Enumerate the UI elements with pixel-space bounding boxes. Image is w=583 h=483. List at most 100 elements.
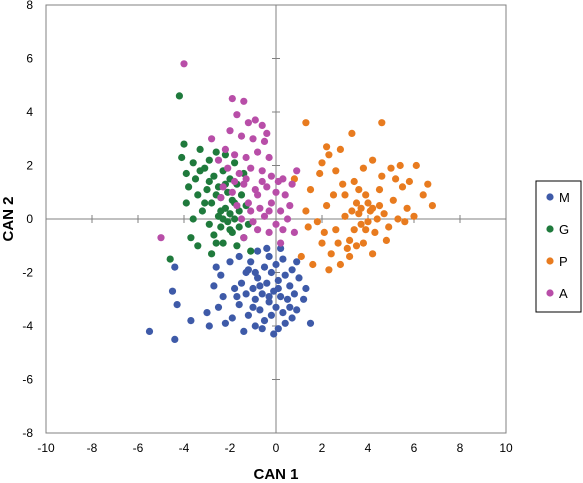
- data-point: [267, 268, 275, 277]
- legend-label: M: [559, 190, 570, 205]
- data-point: [196, 167, 204, 175]
- data-point: [219, 215, 227, 223]
- data-point: [277, 244, 285, 252]
- legend-label: G: [559, 222, 569, 237]
- data-point: [277, 239, 285, 247]
- data-point: [254, 247, 262, 255]
- series-g: [166, 92, 255, 263]
- legend-marker: [546, 225, 554, 233]
- legend-marker: [546, 193, 554, 201]
- data-point: [168, 287, 177, 295]
- data-point: [295, 274, 303, 282]
- data-point: [302, 119, 310, 127]
- data-point: [254, 226, 262, 234]
- data-point: [194, 242, 202, 250]
- legend-label: A: [559, 286, 568, 301]
- data-point: [265, 153, 273, 162]
- data-point: [208, 250, 216, 258]
- y-tick-label: 6: [26, 52, 33, 66]
- data-point: [182, 169, 190, 178]
- data-point: [256, 204, 264, 212]
- data-point: [217, 271, 225, 279]
- data-point: [256, 306, 264, 314]
- data-point: [352, 242, 361, 250]
- x-tick-label: 0: [273, 441, 280, 455]
- legend: M G P A: [535, 180, 582, 313]
- data-point: [247, 207, 255, 215]
- legend-box: [535, 180, 582, 313]
- data-point: [244, 266, 252, 274]
- data-point: [233, 202, 241, 210]
- data-point: [336, 145, 344, 153]
- data-point: [263, 279, 271, 287]
- data-point: [231, 151, 239, 159]
- data-point: [341, 212, 349, 220]
- data-point: [364, 218, 372, 226]
- x-tick-label: 10: [499, 441, 513, 455]
- data-point: [235, 252, 243, 261]
- data-point: [355, 210, 363, 218]
- data-point: [242, 175, 250, 183]
- data-point: [274, 276, 282, 285]
- data-point: [359, 164, 367, 172]
- data-point: [233, 111, 241, 119]
- data-point: [231, 159, 239, 167]
- data-point: [286, 282, 294, 290]
- x-tick-label: 8: [457, 441, 464, 455]
- data-point: [205, 156, 213, 164]
- data-point: [401, 218, 409, 226]
- data-point: [265, 207, 273, 215]
- data-point: [240, 234, 248, 242]
- data-point: [166, 255, 174, 263]
- data-point: [260, 263, 269, 271]
- data-point: [189, 159, 197, 167]
- data-point: [231, 284, 239, 293]
- data-point: [145, 327, 154, 335]
- data-point: [263, 183, 271, 191]
- data-point: [187, 317, 195, 325]
- x-tick-label: 4: [365, 441, 372, 455]
- data-point: [219, 183, 227, 191]
- data-point: [359, 239, 367, 247]
- data-point: [332, 167, 340, 175]
- data-point: [221, 151, 229, 159]
- data-point: [251, 295, 259, 303]
- x-tick-label: 2: [319, 441, 326, 455]
- data-point: [288, 314, 296, 322]
- data-point: [309, 260, 317, 269]
- legend-item-g: G: [546, 222, 569, 237]
- data-point: [277, 293, 285, 301]
- series-p: [290, 119, 436, 274]
- data-point: [226, 210, 234, 218]
- data-point: [235, 223, 243, 231]
- legend-item-a: A: [546, 286, 568, 301]
- data-point: [249, 303, 257, 311]
- data-point: [226, 127, 234, 135]
- data-point: [240, 97, 248, 105]
- data-point: [226, 258, 234, 266]
- legend-marker: [546, 257, 554, 265]
- series-a: [157, 60, 301, 247]
- y-tick-label: -4: [22, 319, 33, 333]
- data-point: [233, 242, 241, 250]
- data-point: [249, 284, 257, 293]
- data-point: [217, 223, 225, 231]
- data-point: [228, 95, 236, 103]
- data-point: [362, 226, 370, 234]
- data-point: [212, 239, 220, 247]
- data-point: [410, 212, 418, 220]
- data-point: [281, 191, 289, 199]
- data-point: [251, 268, 259, 277]
- data-point: [332, 226, 340, 234]
- data-point: [247, 258, 255, 266]
- data-point: [263, 244, 271, 252]
- data-point: [208, 199, 216, 207]
- data-point: [274, 284, 282, 293]
- data-point: [210, 282, 218, 290]
- data-point: [265, 298, 273, 306]
- data-point: [208, 135, 216, 143]
- data-point: [258, 167, 266, 175]
- data-point: [300, 295, 308, 303]
- data-point: [318, 239, 326, 247]
- data-point: [286, 303, 294, 311]
